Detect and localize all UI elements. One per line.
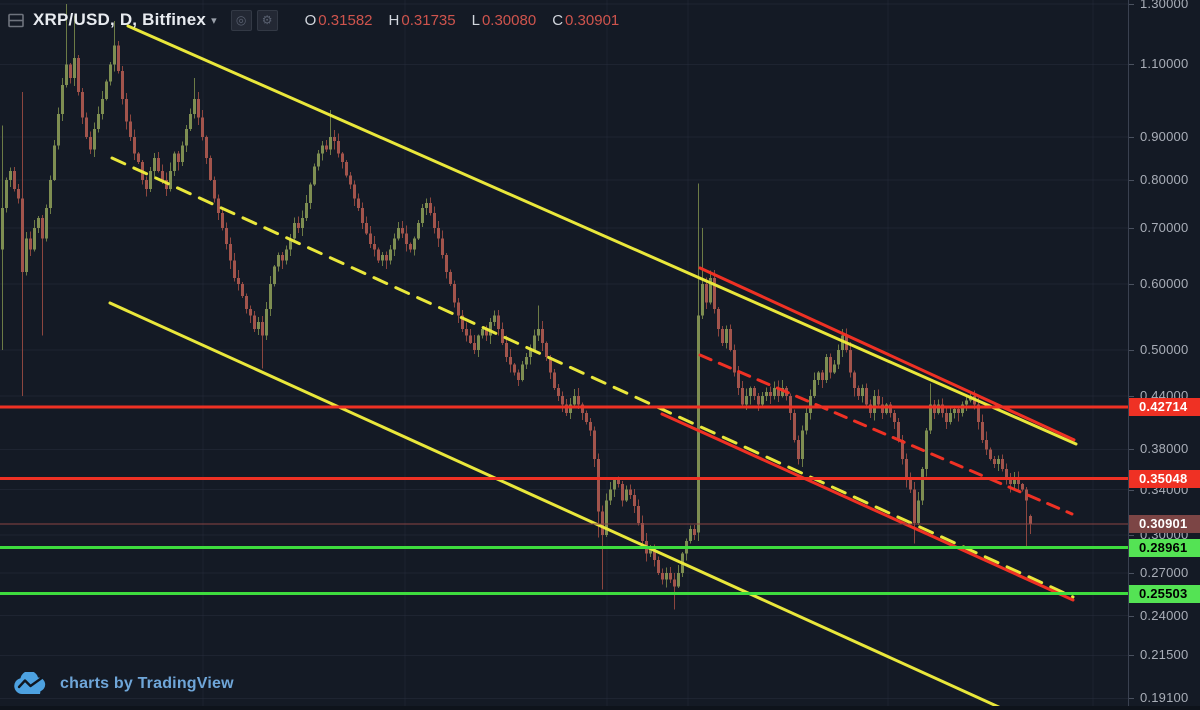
resistance-2-label: 0.35048 (1129, 469, 1200, 488)
price-tick-label: 0.70000 (1140, 220, 1189, 236)
price-tick-mark (1129, 64, 1134, 66)
price-tick-mark (1129, 534, 1134, 536)
resistance-1-label: 0.42714 (1129, 397, 1200, 416)
price-tick-mark (1129, 179, 1134, 181)
gear-icon: ⚙ (261, 13, 273, 27)
price-tick-label: 1.10000 (1140, 56, 1189, 72)
support-1-label: 0.28961 (1129, 538, 1200, 557)
symbol-title[interactable]: XRP/USD, D, Bitfinex (33, 10, 207, 29)
circle-dot-icon: ◎ (235, 13, 247, 27)
low-value: 0.30080 (481, 11, 537, 29)
panel-menu-icon[interactable] (8, 13, 25, 28)
ohlc-readout: O 0.31582 H 0.31735 L 0.30080 C 0.30901 (305, 12, 636, 29)
price-tick-mark (1129, 655, 1134, 657)
visibility-button[interactable]: ◎ (230, 9, 252, 31)
price-tick-label: 0.21500 (1140, 647, 1189, 663)
price-tick-mark (1129, 572, 1134, 574)
high-value: 0.31735 (401, 11, 456, 29)
tradingview-cloud-icon (14, 672, 46, 694)
price-tick-label: 0.27000 (1140, 564, 1189, 580)
price-tick-mark (1129, 698, 1134, 700)
price-tick-mark (1129, 396, 1134, 398)
price-tick-mark (1129, 228, 1134, 230)
open-value: 0.31582 (318, 11, 373, 29)
high-readout: H 0.31735 (388, 11, 456, 29)
price-tick-label: 0.80000 (1140, 171, 1189, 187)
grid-lines (0, 0, 1128, 706)
price-tick-label: 1.30000 (1140, 0, 1189, 12)
price-tick-label: 0.90000 (1140, 129, 1189, 145)
trendline-yellow-channel-midline-dashed[interactable] (110, 156, 1075, 599)
open-readout: O 0.31582 (304, 11, 373, 29)
trendline-red-channel-midline-dashed[interactable] (698, 353, 1074, 516)
price-tick-mark (1129, 137, 1134, 139)
price-tick-mark (1129, 4, 1134, 6)
chart-header: XRP/USD, D, Bitfinex ▾ ◎ ⚙ O 0.31582 H 0.3… (8, 8, 635, 32)
time-axis-edge (0, 706, 1200, 710)
price-axis[interactable]: 1.30000 1.10000 0.90000 0.80000 0.70000 0.600… (1128, 0, 1200, 710)
support-2-label: 0.25503 (1129, 584, 1200, 603)
settings-button[interactable]: ⚙ (256, 9, 278, 31)
chevron-down-icon[interactable]: ▾ (211, 14, 217, 27)
trendline-red-channel-upper[interactable] (698, 266, 1076, 442)
candles (1, 4, 1032, 610)
trendline-red-channel-lower[interactable] (660, 412, 1075, 602)
price-tick-mark (1129, 489, 1134, 491)
price-tick-mark (1129, 283, 1134, 285)
price-tick-label: 0.50000 (1140, 341, 1189, 357)
current-price-label: 0.30901 (1129, 515, 1200, 534)
trendline-yellow-channel-lower[interactable] (108, 301, 1007, 710)
price-tick-label: 0.24000 (1140, 607, 1189, 623)
tradingview-branding[interactable]: charts by TradingView (12, 672, 234, 696)
branding-text: charts by TradingView (60, 675, 234, 692)
close-value: 0.30901 (565, 11, 620, 29)
price-tick-mark (1129, 615, 1134, 617)
candlestick-chart[interactable] (0, 0, 1128, 710)
price-tick-label: 0.19100 (1140, 690, 1189, 706)
close-readout: C 0.30901 (552, 11, 620, 29)
low-readout: L 0.30080 (471, 11, 537, 29)
price-tick-label: 0.60000 (1140, 275, 1189, 291)
price-tick-mark (1129, 449, 1134, 451)
price-tick-label: 0.38000 (1140, 441, 1189, 457)
price-tick-mark (1129, 349, 1134, 351)
trendline-yellow-channel-upper[interactable] (126, 24, 1078, 446)
